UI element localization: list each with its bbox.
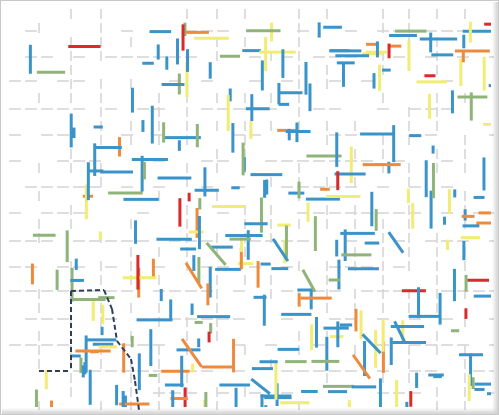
base-road-network — [9, 9, 494, 410]
segment-orange — [184, 262, 203, 290]
street-map[interactable] — [9, 9, 494, 410]
boundary-dash — [116, 340, 132, 360]
boundary-dash — [134, 380, 140, 410]
boundary-dash — [103, 289, 113, 310]
segment-orange — [351, 353, 372, 380]
segment-blue — [393, 320, 407, 343]
boundary-dash — [130, 358, 136, 382]
map-canvas[interactable] — [9, 9, 494, 410]
segment-orange — [180, 338, 203, 368]
boundary-dash — [111, 308, 118, 342]
segment-blue — [250, 377, 271, 395]
segment-green — [301, 269, 317, 293]
district-boundary — [39, 289, 140, 410]
segment-blue — [361, 333, 382, 355]
condition-segments — [28, 21, 491, 407]
segment-blue — [387, 231, 405, 254]
segment-green — [205, 241, 227, 266]
boundary-dash — [70, 289, 105, 292]
segment-blue — [271, 237, 290, 262]
